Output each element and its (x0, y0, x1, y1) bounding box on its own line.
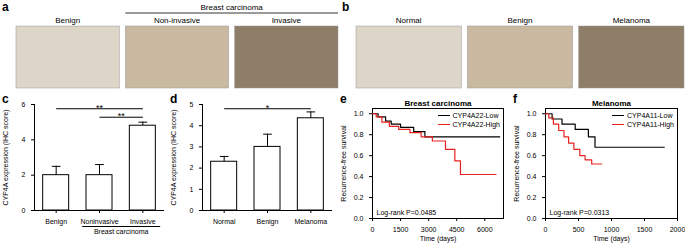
svg-text:Invasive: Invasive (272, 16, 302, 25)
svg-text:Benign: Benign (257, 218, 279, 226)
svg-text:0: 0 (22, 207, 26, 214)
svg-text:1500: 1500 (637, 226, 653, 233)
svg-text:Invasive: Invasive (130, 218, 156, 225)
html-text:e: e (340, 92, 347, 106)
svg-text:Log-rank P=0.0313: Log-rank P=0.0313 (550, 209, 610, 217)
svg-text:Time (days): Time (days) (420, 235, 457, 243)
svg-text:0.0: 0.0 (354, 215, 364, 222)
svg-text:Recurrence-free survival: Recurrence-free survival (513, 125, 520, 202)
html-text:CYP4A11-High: CYP4A11-High (627, 121, 674, 128)
svg-text:Benign: Benign (508, 16, 533, 25)
svg-text:Log-rank P=0.0485: Log-rank P=0.0485 (377, 209, 437, 217)
svg-text:0.8: 0.8 (354, 131, 364, 138)
svg-text:Melanoma: Melanoma (592, 99, 632, 108)
svg-text:CYP4A expression (IHC score): CYP4A expression (IHC score) (2, 109, 10, 205)
svg-text:Benign: Benign (45, 218, 67, 226)
svg-text:1500: 1500 (393, 226, 409, 233)
svg-text:b: b (342, 0, 349, 14)
svg-text:Non-invasive: Non-invasive (154, 16, 201, 25)
svg-text:0: 0 (544, 226, 548, 233)
svg-text:Benign: Benign (55, 16, 80, 25)
html-text:CYP4A11-Low: CYP4A11-Low (627, 112, 673, 119)
svg-text:1.0: 1.0 (354, 110, 364, 117)
svg-text:1000: 1000 (604, 226, 620, 233)
svg-text:0.4: 0.4 (527, 173, 537, 180)
svg-text:6000: 6000 (477, 226, 493, 233)
svg-text:0.8: 0.8 (527, 131, 537, 138)
html-text:CYP4A22-High: CYP4A22-High (452, 121, 500, 128)
html-text:f: f (513, 92, 517, 106)
svg-text:Normal: Normal (213, 218, 236, 225)
svg-text:Normal: Normal (396, 16, 422, 25)
svg-text:*: * (266, 103, 270, 113)
svg-text:1.0: 1.0 (527, 110, 537, 117)
svg-text:2: 2 (190, 164, 194, 171)
svg-text:2: 2 (22, 171, 26, 178)
svg-text:4500: 4500 (449, 226, 465, 233)
svg-text:500: 500 (573, 226, 585, 233)
svg-text:0.4: 0.4 (354, 173, 364, 180)
svg-text:Recurrence-free survival: Recurrence-free survival (340, 125, 347, 202)
svg-text:Breast carcinoma: Breast carcinoma (94, 228, 149, 235)
svg-text:2000: 2000 (670, 226, 685, 233)
svg-text:3: 3 (190, 143, 194, 150)
svg-text:6: 6 (22, 101, 26, 108)
svg-text:**: ** (118, 111, 126, 121)
svg-text:Breast carcinoma: Breast carcinoma (404, 99, 472, 108)
svg-text:**: ** (96, 103, 104, 113)
svg-text:Time (days): Time (days) (593, 235, 630, 243)
svg-text:Breast carcinoma: Breast carcinoma (201, 3, 264, 12)
svg-text:Noninvasive: Noninvasive (80, 218, 118, 225)
svg-text:4: 4 (190, 122, 194, 129)
html-text:c: c (2, 92, 9, 106)
svg-text:3000: 3000 (421, 226, 437, 233)
svg-text:0: 0 (371, 226, 375, 233)
svg-text:a: a (2, 0, 9, 14)
svg-text:0: 0 (190, 207, 194, 214)
svg-text:5: 5 (190, 101, 194, 108)
svg-text:0.0: 0.0 (527, 215, 537, 222)
html-text:d: d (170, 92, 178, 106)
html-text:CYP4A22-Low: CYP4A22-Low (452, 112, 499, 119)
svg-text:Melanoma: Melanoma (294, 218, 327, 225)
svg-text:0.2: 0.2 (354, 194, 364, 201)
svg-text:CYP4A expression (IHC score): CYP4A expression (IHC score) (170, 109, 178, 205)
svg-text:0.2: 0.2 (527, 194, 537, 201)
svg-text:Melanoma: Melanoma (613, 16, 651, 25)
svg-text:0.6: 0.6 (527, 152, 537, 159)
svg-text:1: 1 (190, 186, 194, 193)
svg-text:0.6: 0.6 (354, 152, 364, 159)
svg-text:4: 4 (22, 136, 26, 143)
